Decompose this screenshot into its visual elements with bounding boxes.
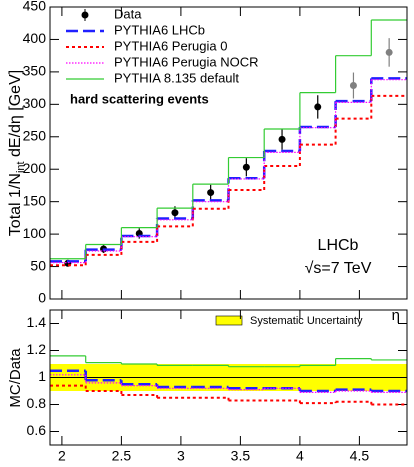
x-tick-label: 3.5 bbox=[231, 448, 251, 464]
y-tick-label: 350 bbox=[23, 63, 47, 79]
data-point bbox=[171, 209, 179, 217]
data-point bbox=[349, 82, 357, 90]
y-tick-label: 150 bbox=[23, 192, 47, 208]
data-point bbox=[278, 135, 286, 143]
data-point bbox=[242, 163, 250, 171]
y-tick-label: 0 bbox=[38, 290, 46, 306]
y-label-sub: int bbox=[15, 161, 27, 173]
x-tick-label: 4 bbox=[296, 448, 304, 464]
data-point bbox=[385, 48, 393, 56]
y-tick-label: 200 bbox=[23, 160, 47, 176]
legend-swatch bbox=[215, 315, 243, 326]
legend-label: Systematic Uncertainty bbox=[250, 315, 363, 327]
y-tick-label: 1 bbox=[38, 368, 46, 384]
y-tick-label: 450 bbox=[23, 0, 47, 14]
annotation: hard scattering events bbox=[70, 91, 209, 106]
y-tick-label: 0.8 bbox=[27, 395, 47, 411]
annotation: LHCb bbox=[318, 237, 359, 254]
legend-label: PYTHIA6 LHCb bbox=[114, 22, 205, 37]
y-axis-label: MC/Data bbox=[7, 348, 24, 408]
y-tick-label: 300 bbox=[23, 95, 47, 111]
y-tick-label: 50 bbox=[30, 257, 46, 273]
data-point bbox=[207, 189, 215, 197]
legend-label: Data bbox=[114, 6, 142, 21]
y-axis-label: Total 1/Nint dE/dη [GeV] bbox=[7, 70, 27, 236]
y-tick-label: 100 bbox=[23, 225, 47, 241]
legend-label: PYTHIA6 Perugia 0 bbox=[114, 38, 227, 53]
x-tick-label: 2.5 bbox=[112, 448, 132, 464]
y-tick-label: 1.2 bbox=[27, 341, 47, 357]
legend-marker bbox=[81, 11, 89, 19]
legend-label: PYTHIA6 Perugia NOCR bbox=[114, 54, 259, 69]
y-tick-label: 400 bbox=[23, 30, 47, 46]
x-axis-label: η bbox=[392, 307, 400, 324]
y-label-main: Total 1/N bbox=[7, 173, 24, 236]
x-tick-label: 3 bbox=[177, 448, 185, 464]
y-tick-label: 0.6 bbox=[27, 422, 47, 438]
plot-frame bbox=[49, 309, 408, 446]
y-tick-label: 1.4 bbox=[27, 314, 47, 330]
legend-label: PYTHIA 8.135 default bbox=[114, 70, 239, 85]
annotation: √s=7 TeV bbox=[305, 260, 372, 277]
y-tick-label: 250 bbox=[23, 127, 47, 143]
plot-frame bbox=[49, 6, 408, 300]
data-point bbox=[314, 103, 322, 111]
x-tick-label: 2 bbox=[58, 448, 66, 464]
x-tick-label: 4.5 bbox=[350, 448, 370, 464]
y-label-rest: dE/dη [GeV] bbox=[7, 70, 24, 162]
